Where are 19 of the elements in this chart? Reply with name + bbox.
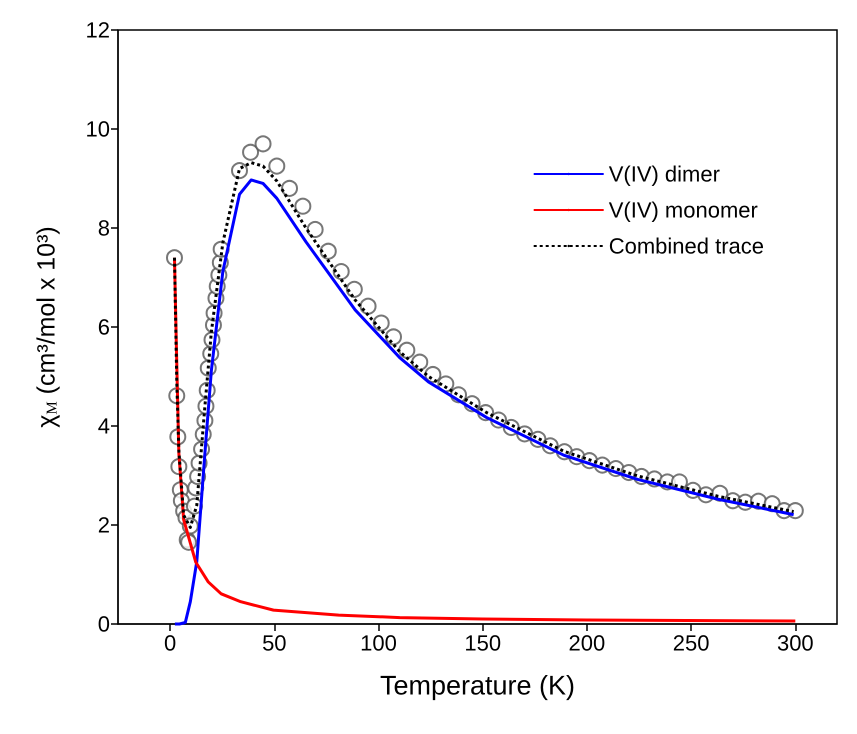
- x-tick-label: 250: [672, 630, 710, 656]
- y-axis-title: χM (cm³/mol x 10³): [32, 226, 60, 428]
- x-tick-label: 150: [464, 630, 502, 656]
- x-tick-label: 50: [262, 630, 287, 656]
- legend-label: V(IV) monomer: [608, 198, 758, 222]
- y-tick-label: 8: [98, 216, 110, 240]
- y-tick-label: 12: [86, 18, 110, 42]
- legend-label: V(IV) dimer: [608, 162, 720, 186]
- x-tick-label: 0: [164, 630, 176, 656]
- x-tick-label: 100: [360, 630, 397, 656]
- y-tick-label: 10: [86, 116, 110, 142]
- x-tick-label: 200: [568, 630, 606, 656]
- x-axis-title: Temperature (K): [380, 670, 576, 700]
- x-tick-label: 300: [776, 630, 814, 656]
- y-tick-label: 4: [98, 414, 110, 438]
- y-tick-label: 6: [98, 314, 110, 340]
- y-tick-label: 2: [98, 512, 110, 538]
- legend-label: Combined trace: [608, 234, 764, 258]
- y-tick-label: 0: [98, 612, 110, 636]
